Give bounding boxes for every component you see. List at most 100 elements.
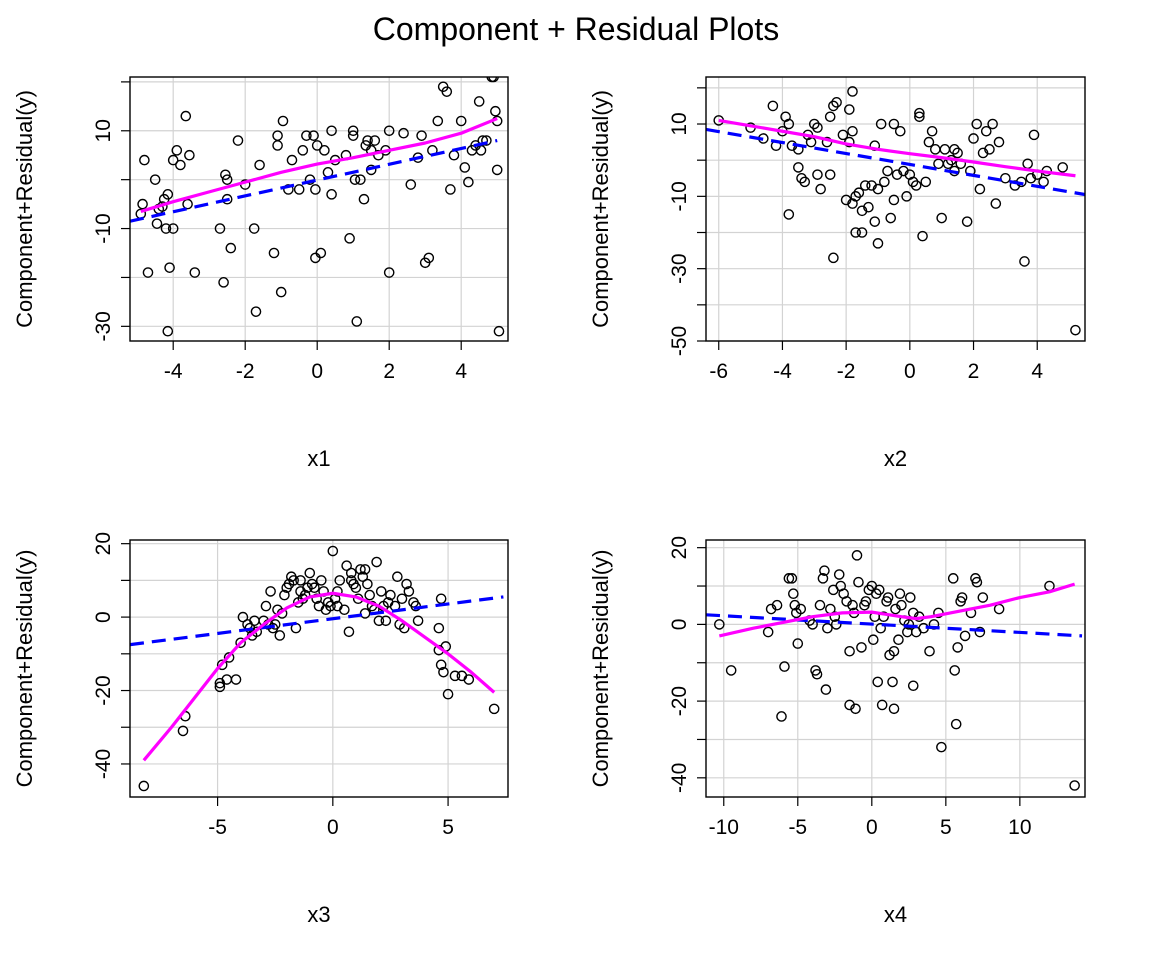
data-point bbox=[856, 227, 868, 238]
data-point bbox=[315, 247, 327, 259]
data-point bbox=[788, 588, 799, 600]
plot-area bbox=[706, 86, 1085, 336]
data-point bbox=[936, 741, 947, 753]
data-point bbox=[863, 201, 874, 213]
data-point bbox=[828, 584, 839, 596]
data-point bbox=[907, 176, 919, 188]
y-axis-label: Component+Residual(y) bbox=[12, 550, 37, 788]
data-point bbox=[269, 619, 281, 630]
data-point bbox=[473, 96, 485, 107]
data-point bbox=[914, 107, 925, 119]
linear-fit-line bbox=[706, 613, 1083, 638]
data-point bbox=[326, 125, 337, 137]
x-tick-label: -10 bbox=[709, 816, 739, 839]
data-point bbox=[831, 97, 842, 108]
data-point bbox=[974, 183, 986, 195]
data-point bbox=[872, 676, 884, 688]
x-tick-label: -4 bbox=[773, 360, 792, 383]
smooth-curve bbox=[142, 591, 496, 762]
data-point bbox=[952, 642, 963, 653]
data-point bbox=[959, 630, 971, 642]
x-axis-label: x1 bbox=[307, 446, 330, 471]
data-point bbox=[223, 652, 235, 663]
data-point bbox=[924, 645, 935, 657]
data-point bbox=[164, 262, 175, 273]
data-point bbox=[879, 176, 890, 188]
data-point bbox=[783, 573, 795, 584]
data-point bbox=[974, 626, 986, 638]
data-point bbox=[359, 608, 371, 619]
data-point bbox=[160, 223, 172, 234]
data-point bbox=[824, 169, 836, 180]
data-point bbox=[850, 191, 861, 202]
data-point bbox=[850, 703, 861, 715]
data-point bbox=[268, 247, 280, 259]
data-point bbox=[221, 174, 233, 185]
data-point bbox=[288, 575, 299, 586]
data-point bbox=[435, 659, 447, 671]
data-point bbox=[364, 589, 376, 601]
data-point bbox=[309, 582, 320, 594]
data-point bbox=[882, 165, 893, 177]
data-point bbox=[844, 104, 855, 115]
data-point bbox=[392, 571, 403, 583]
data-point bbox=[888, 703, 900, 715]
data-point bbox=[779, 661, 790, 672]
data-point bbox=[221, 193, 233, 205]
data-point bbox=[459, 162, 471, 173]
data-point bbox=[405, 179, 417, 190]
x-tick-label: 5 bbox=[940, 816, 952, 839]
data-point bbox=[920, 176, 932, 188]
x-tick-label: 5 bbox=[442, 816, 454, 839]
plot-area bbox=[706, 550, 1083, 791]
data-point bbox=[326, 189, 337, 200]
y-tick-label: 10 bbox=[92, 119, 115, 142]
x-tick-label: -5 bbox=[788, 816, 807, 839]
data-point bbox=[277, 115, 289, 127]
data-point bbox=[833, 569, 845, 580]
data-point bbox=[362, 578, 373, 590]
data-point bbox=[142, 267, 154, 278]
data-point bbox=[820, 684, 832, 695]
x-axis-label: x4 bbox=[884, 902, 907, 927]
data-point bbox=[180, 110, 192, 122]
data-point bbox=[714, 619, 725, 630]
data-point bbox=[358, 193, 370, 205]
data-point bbox=[455, 115, 467, 127]
data-point bbox=[771, 599, 783, 611]
data-point bbox=[151, 218, 163, 229]
data-point bbox=[177, 725, 189, 737]
data-point bbox=[872, 238, 884, 249]
data-point bbox=[829, 611, 841, 623]
data-point bbox=[481, 135, 492, 146]
data-point bbox=[274, 630, 286, 641]
data-point bbox=[1070, 324, 1081, 336]
data-point bbox=[412, 615, 424, 627]
data-point bbox=[311, 593, 322, 605]
data-point bbox=[250, 306, 262, 317]
data-point bbox=[853, 187, 865, 199]
data-point bbox=[432, 115, 444, 127]
data-point bbox=[856, 642, 867, 653]
plot-frame bbox=[705, 539, 1086, 798]
x-axis-label: x3 bbox=[307, 902, 330, 927]
smooth-curve bbox=[140, 117, 498, 213]
linear-fit-line bbox=[130, 138, 498, 223]
data-point bbox=[811, 668, 823, 680]
data-point bbox=[971, 576, 983, 588]
data-point bbox=[351, 316, 363, 327]
y-tick-label: -30 bbox=[668, 253, 691, 283]
data-point bbox=[786, 573, 798, 584]
x-tick-label: -5 bbox=[208, 816, 227, 839]
data-point bbox=[815, 183, 826, 195]
data-point bbox=[926, 125, 938, 137]
data-point bbox=[216, 659, 228, 671]
data-point bbox=[275, 286, 287, 298]
plot-frame bbox=[129, 76, 509, 342]
data-point bbox=[332, 586, 343, 597]
data-point bbox=[449, 670, 461, 682]
data-point bbox=[445, 184, 456, 195]
x-tick-label: 4 bbox=[455, 360, 467, 383]
y-axis-label: Component+Residual(y) bbox=[588, 550, 613, 788]
